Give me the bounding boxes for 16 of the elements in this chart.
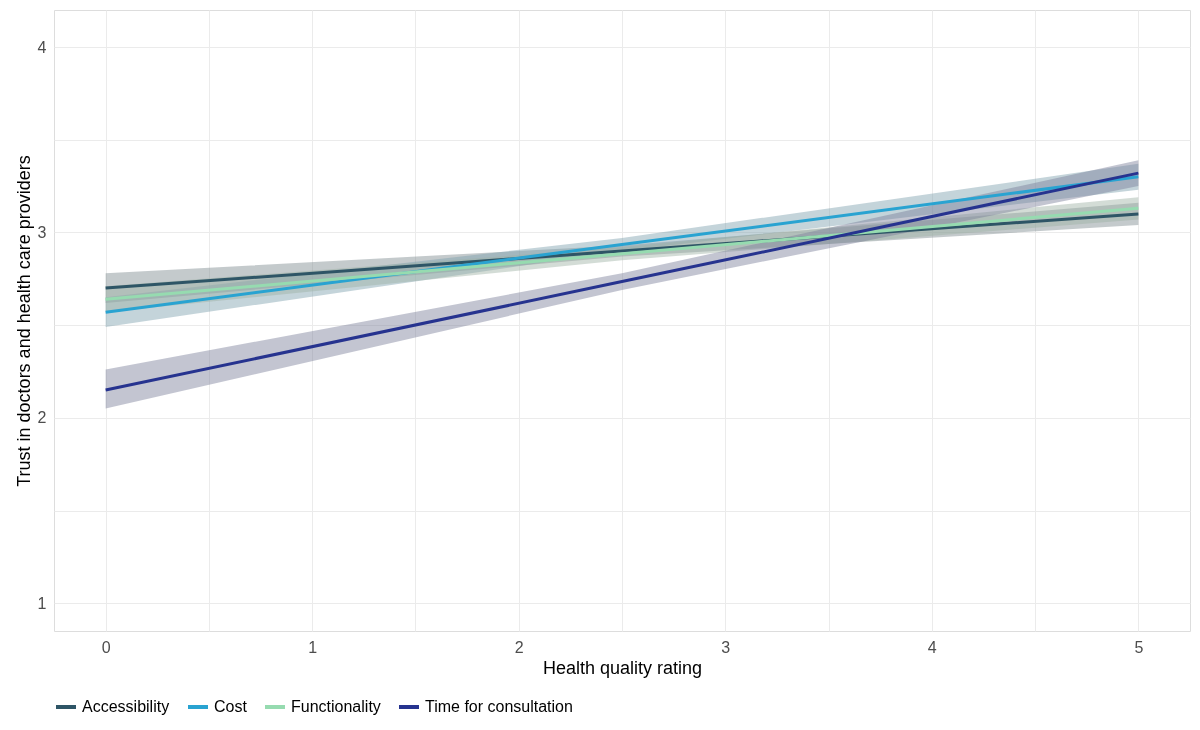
x-axis-title: Health quality rating: [542, 657, 703, 678]
x-tick-label: 5: [1134, 638, 1144, 656]
y-tick-label: 3: [37, 223, 47, 241]
y-tick-label: 2: [37, 409, 47, 427]
legend-label: Time for consultation: [425, 698, 573, 715]
y-tick-label: 4: [37, 38, 47, 56]
x-tick-label: 3: [721, 638, 731, 656]
x-tick-label: 4: [927, 638, 937, 656]
x-tick-label: 0: [101, 638, 111, 656]
x-tick-label: 1: [308, 638, 318, 656]
y-axis-title: Trust in doctors and health care providers: [13, 155, 34, 487]
legend-label: Accessibility: [82, 698, 170, 715]
legend-label: Functionality: [291, 698, 381, 715]
legend-label: Cost: [214, 698, 248, 715]
x-tick-label: 2: [514, 638, 524, 656]
y-tick-label: 1: [37, 594, 47, 612]
